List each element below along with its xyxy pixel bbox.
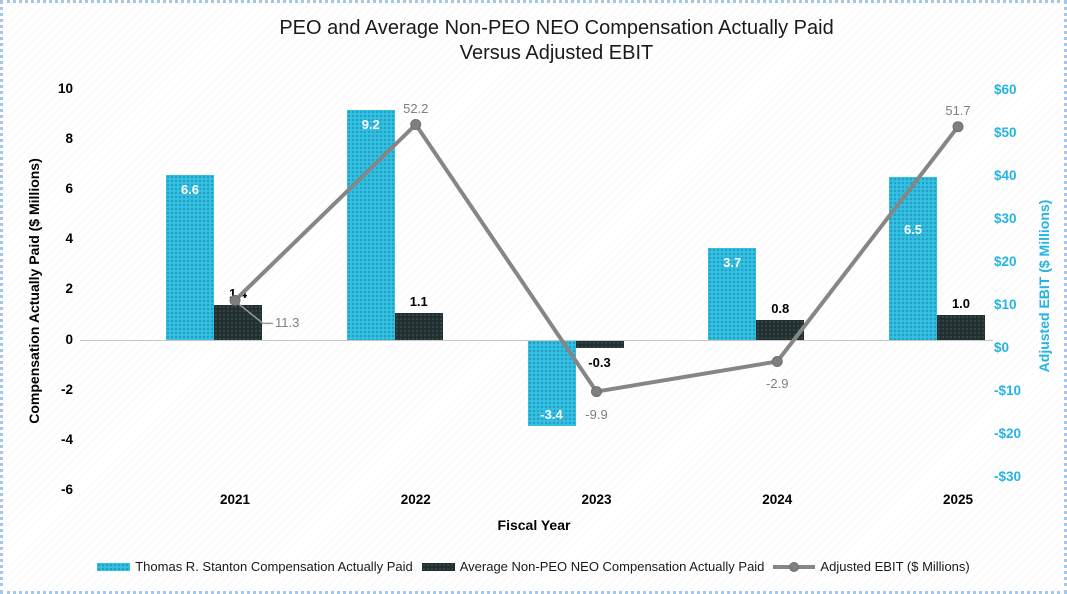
bar-label-peo: -3.4 [540, 406, 563, 422]
line-label-2022: 52.2 [403, 100, 429, 116]
x-axis-tick-label: 2022 [400, 492, 431, 507]
bar-label-peo: 6.6 [180, 181, 200, 197]
right-axis-tick-label: -$20 [994, 426, 1022, 441]
bar-label-neo: 0.8 [771, 301, 790, 317]
bar-neo-2021 [214, 305, 262, 341]
x-axis-title: Fiscal Year [497, 517, 571, 533]
bar-label-neo: 1.0 [951, 296, 971, 312]
left-axis-tick-label: -6 [60, 482, 73, 498]
bar-label-peo: 9.2 [361, 116, 380, 132]
bar-peo-2021 [166, 174, 214, 341]
right-axis-tick-label: $10 [994, 297, 1017, 312]
left-axis-tick-label: 4 [65, 231, 73, 247]
right-axis-tick-label: $0 [994, 340, 1010, 355]
legend-item-2: Average Non-PEO NEO Compensation Actuall… [421, 559, 765, 574]
bar-label-peo: 3.7 [723, 254, 742, 270]
bar-peo-2022 [346, 109, 395, 341]
x-axis-tick-label: 2025 [942, 492, 974, 507]
line-label-2025: 51.7 [945, 102, 971, 118]
legend-label: Adjusted EBIT ($ Millions) [820, 559, 970, 574]
ebit-marker-2025 [952, 121, 964, 133]
ebit-marker-2021 [229, 294, 241, 306]
right-axis-tick-label: -$10 [994, 383, 1022, 398]
x-axis-tick-label: 2023 [581, 492, 612, 507]
left-axis-tick-label: 0 [65, 331, 73, 347]
legend-label: Average Non-PEO NEO Compensation Actuall… [459, 559, 765, 574]
line-label-2024: -2.9 [766, 376, 789, 392]
legend-line-swatch-icon [773, 561, 816, 573]
bar-neo-2025 [937, 315, 985, 341]
left-axis-tick-label: 2 [65, 281, 73, 297]
bar-neo-2023 [575, 340, 624, 349]
bar-peo-2024 [708, 247, 757, 341]
right-axis-tick-label: $30 [994, 211, 1017, 226]
legend-item-3: Adjusted EBIT ($ Millions) [773, 559, 970, 574]
ebit-line [233, 121, 960, 394]
bar-neo-2024 [756, 320, 805, 341]
bar-label-peo: 6.5 [903, 222, 923, 238]
chart-title: PEO and Average Non-PEO NEO Compensation… [49, 16, 1064, 66]
legend-bar-peo-swatch-icon [97, 562, 131, 571]
chart-title-line1: PEO and Average Non-PEO NEO Compensation… [279, 17, 834, 39]
ebit-marker-2023 [591, 386, 602, 398]
left-axis-tick-label: 10 [57, 80, 73, 96]
legend-bar-neo-swatch-icon [421, 562, 455, 571]
bar-label-neo: -0.3 [588, 355, 611, 371]
x-axis-tick-label: 2024 [762, 492, 793, 507]
legend-item-1: Thomas R. Stanton Compensation Actually … [97, 559, 413, 574]
label-leader-line [237, 302, 273, 325]
right-axis-tick-label: $50 [994, 125, 1017, 140]
left-axis-tick-label: 6 [65, 180, 73, 196]
x-axis-tick-label: 2021 [219, 492, 251, 507]
legend: Thomas R. Stanton Compensation Actually … [3, 559, 1064, 574]
left-axis-tick-label: -4 [60, 431, 73, 447]
bar-peo-2023 [527, 340, 576, 426]
line-label-2023: -9.9 [585, 406, 608, 422]
left-axis-tick-label: 8 [65, 130, 73, 146]
ebit-marker-2022 [410, 119, 422, 131]
bar-neo-2022 [394, 312, 443, 341]
legend-label: Thomas R. Stanton Compensation Actually … [135, 559, 413, 574]
right-axis-tick-label: -$30 [994, 469, 1022, 484]
bar-label-neo: 1.1 [409, 293, 428, 309]
right-axis-tick-label: $20 [994, 254, 1017, 269]
right-axis-tick-label: $40 [994, 168, 1017, 183]
ebit-line-series [229, 119, 964, 398]
right-axis-tick-label: $60 [994, 82, 1017, 97]
ebit-marker-2024 [771, 355, 783, 367]
chart-title-line2: Versus Adjusted EBIT [459, 42, 654, 64]
left-axis-tick-label: -2 [60, 381, 73, 397]
line-label-2021: 11.3 [275, 315, 300, 331]
